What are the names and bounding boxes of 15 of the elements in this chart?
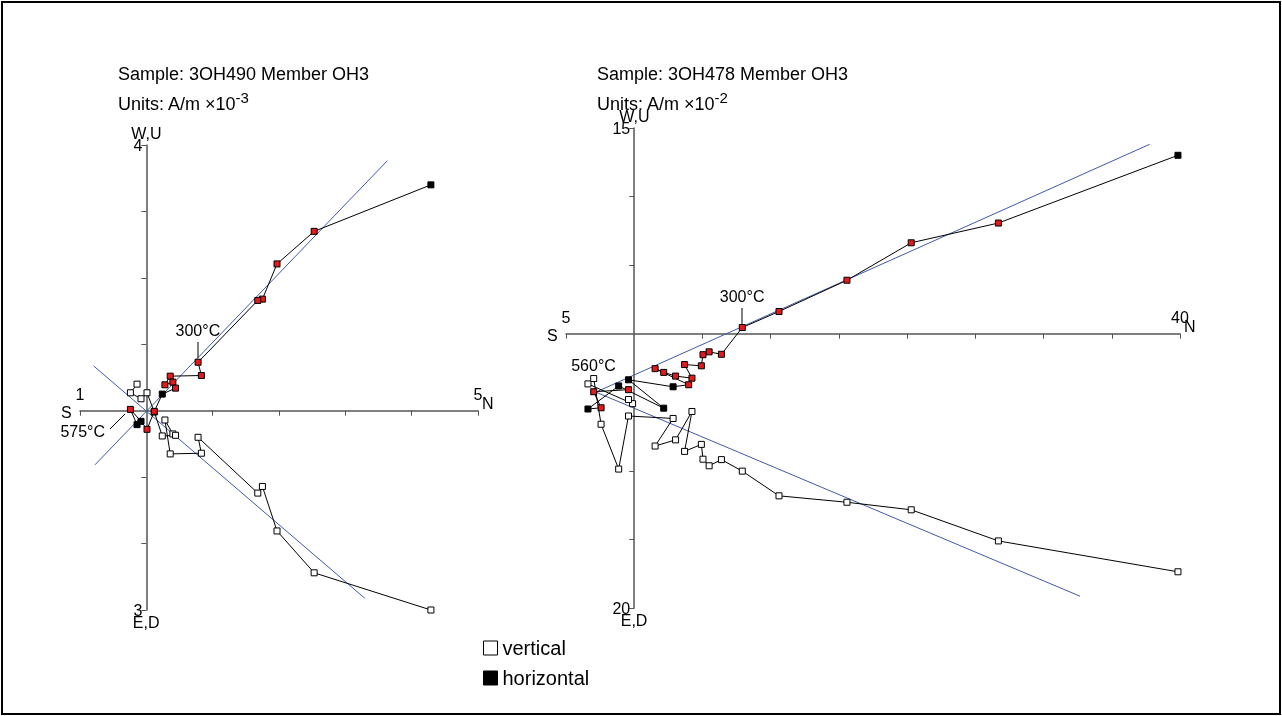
text: S [547,326,558,345]
legend-label: horizontal [502,667,590,689]
x-tick-label: 5 [473,386,483,404]
annotation: 300°C [175,322,221,341]
annotation: 575°C [60,423,106,442]
legend-label: vertical [502,637,566,659]
chart-title: Sample: 3OH490 Member OH3 [118,64,370,85]
x-tick-label: 5 [561,309,571,327]
annotation: 300°C [719,287,765,306]
annotation: 560°C [571,356,616,375]
chart-subtitle: Units: A/m ×10$^{-3}$ [118,89,249,115]
x-tick-label: 1 [75,386,85,404]
text: S [61,403,72,422]
text: N [482,394,494,413]
chart-title: Sample: 3OH478 Member OH3 [597,64,849,85]
